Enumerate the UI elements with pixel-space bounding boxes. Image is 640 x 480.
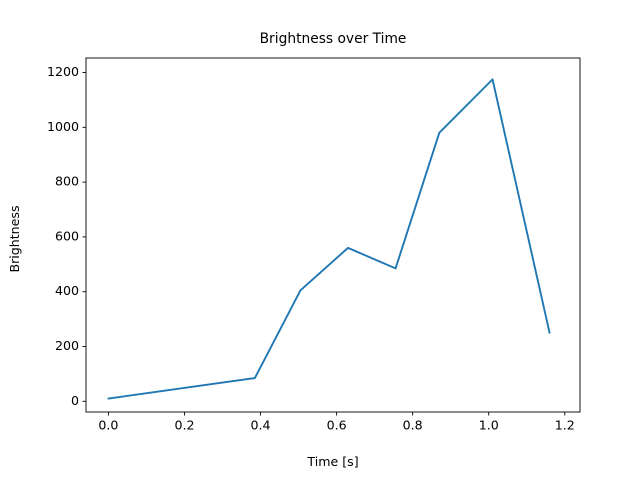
x-tick-label: 0.4 bbox=[251, 418, 271, 433]
x-tick-label: 0.6 bbox=[327, 418, 347, 433]
y-axis-label: Brightness bbox=[7, 205, 22, 272]
plot-border bbox=[85, 57, 581, 413]
y-tick-label: 600 bbox=[55, 228, 79, 243]
y-tick-label: 200 bbox=[55, 338, 79, 353]
x-tick-label: 1.0 bbox=[479, 418, 499, 433]
y-tick-label: 1200 bbox=[47, 64, 79, 79]
data-line-brightness bbox=[107, 78, 551, 400]
x-axis-ticks: 0.0 0.2 0.4 0.6 0.8 1.0 1.2 bbox=[98, 412, 575, 433]
y-tick-label: 800 bbox=[55, 174, 79, 189]
chart-title: Brightness over Time bbox=[260, 31, 407, 47]
y-axis-ticks: 0 200 400 600 800 1000 1200 bbox=[47, 64, 86, 408]
x-tick-label: 1.2 bbox=[555, 418, 575, 433]
x-tick-label: 0.8 bbox=[403, 418, 423, 433]
plot-frame bbox=[85, 57, 581, 413]
y-tick-label: 0 bbox=[71, 393, 79, 408]
y-tick-label: 1000 bbox=[47, 119, 79, 134]
x-tick-label: 0.2 bbox=[174, 418, 194, 433]
x-tick-label: 0.0 bbox=[98, 418, 118, 433]
x-axis-label: Time [s] bbox=[306, 454, 358, 469]
y-tick-label: 400 bbox=[55, 283, 79, 298]
data-series-layer bbox=[107, 78, 551, 400]
